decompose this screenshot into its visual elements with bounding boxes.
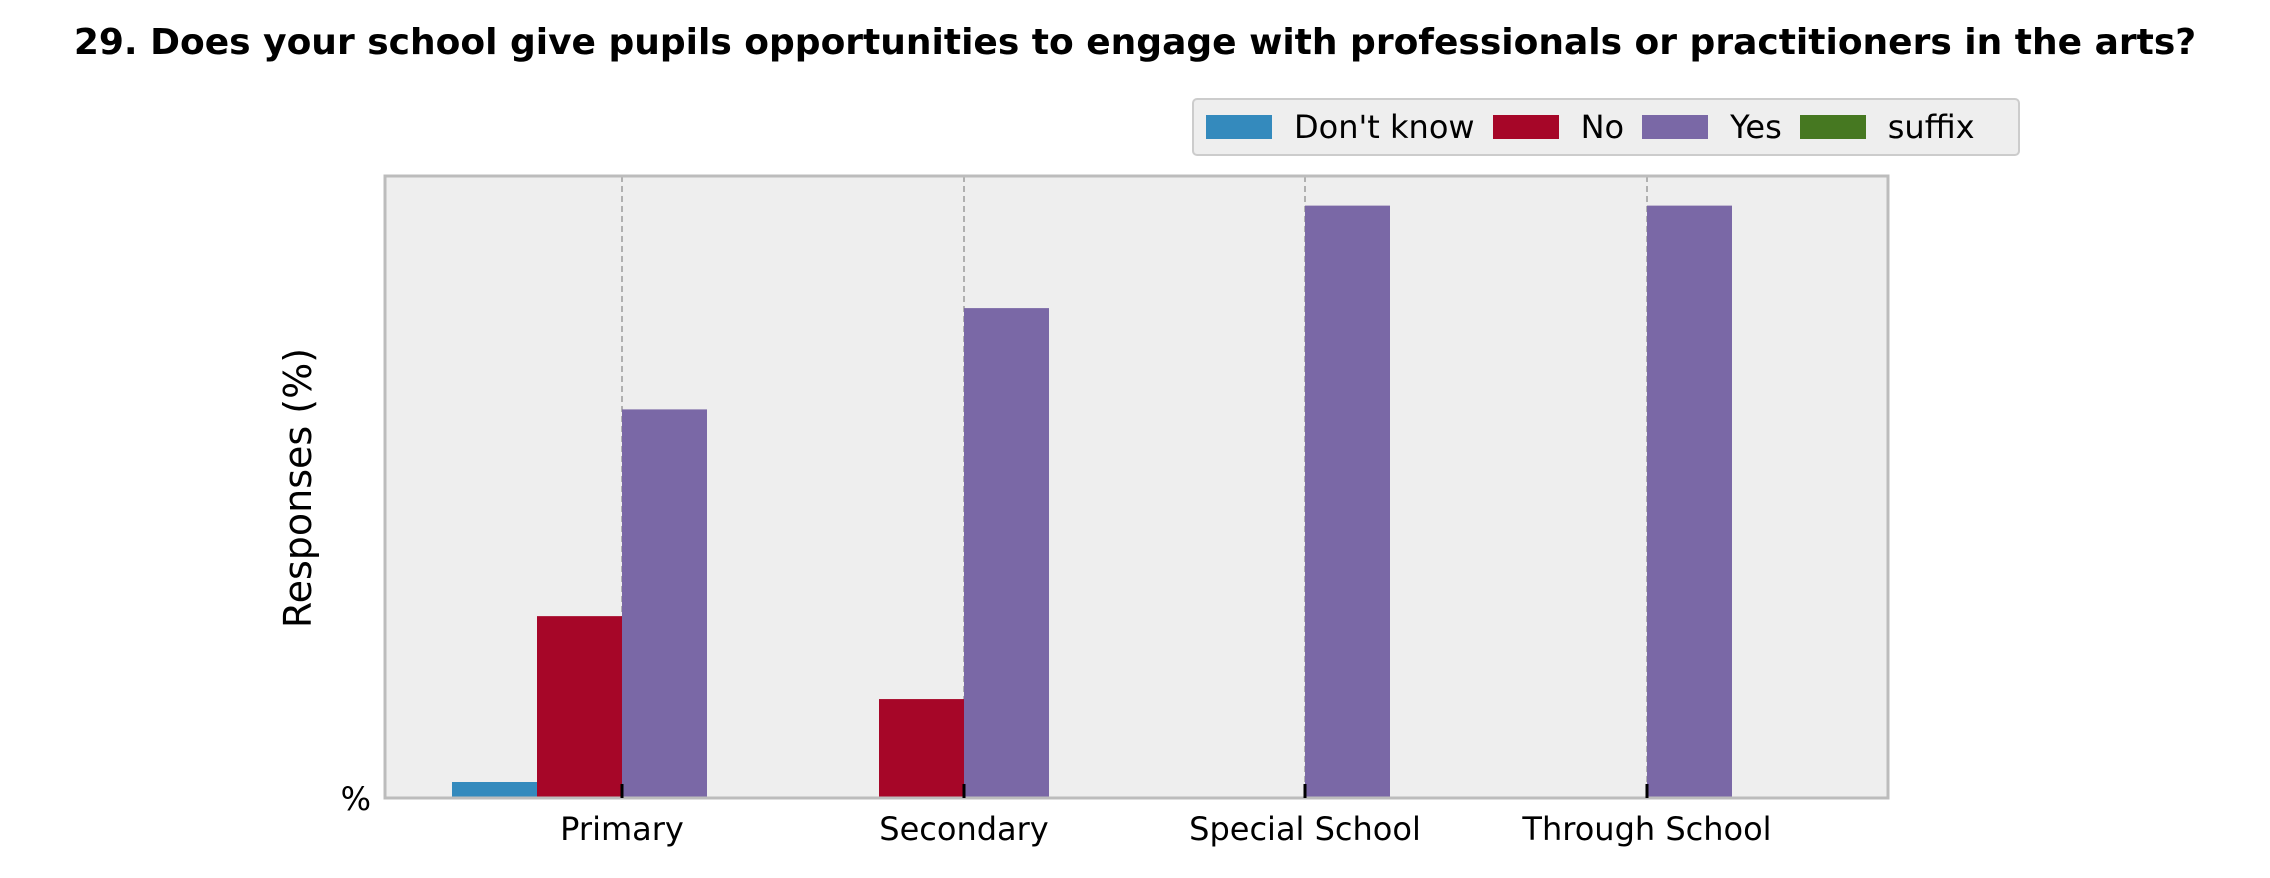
bar-special-school-yes — [1305, 205, 1390, 799]
bars — [452, 205, 1732, 799]
legend-item-suffix: suffix — [1799, 108, 1975, 146]
bar-primary-don-t-know — [452, 782, 537, 798]
bar-through-school-yes — [1647, 205, 1732, 799]
legend-swatch-dont-know — [1206, 115, 1272, 139]
chart-title: 29. Does your school give pupils opportu… — [73, 22, 2197, 63]
legend-label-yes: Yes — [1730, 108, 1782, 146]
legend-item-dont-know: Don't know — [1206, 108, 1475, 146]
bar-secondary-no — [879, 699, 964, 798]
plot-frame — [383, 174, 1890, 800]
y-ticks: % — [341, 780, 397, 818]
x-tick-label-special-school: Special School — [1189, 810, 1421, 848]
x-tick-label-secondary: Secondary — [879, 810, 1048, 848]
y-tick-label-0: % — [341, 780, 371, 818]
legend-swatch-no — [1492, 115, 1559, 139]
legend-swatch-suffix — [1799, 115, 1866, 139]
x-ticks: Primary Secondary Special School Through Sc… — [560, 784, 1772, 848]
bar-primary-no — [537, 616, 622, 798]
bar-secondary-yes — [964, 308, 1049, 798]
legend-label-no: No — [1580, 108, 1625, 146]
legend-item-no: No — [1492, 108, 1625, 146]
legend-swatch-yes — [1642, 115, 1709, 139]
legend-label-dont-know: Don't know — [1294, 108, 1475, 146]
x-tick-label-primary: Primary — [560, 810, 684, 848]
legend-item-yes: Yes — [1642, 108, 1782, 146]
legend-label-suffix: suffix — [1887, 108, 1975, 146]
x-tick-label-through-school: Through School — [1521, 810, 1771, 848]
bar-primary-yes — [622, 409, 707, 798]
chart-legend: Don't know No Yes suffix — [1192, 98, 2020, 156]
